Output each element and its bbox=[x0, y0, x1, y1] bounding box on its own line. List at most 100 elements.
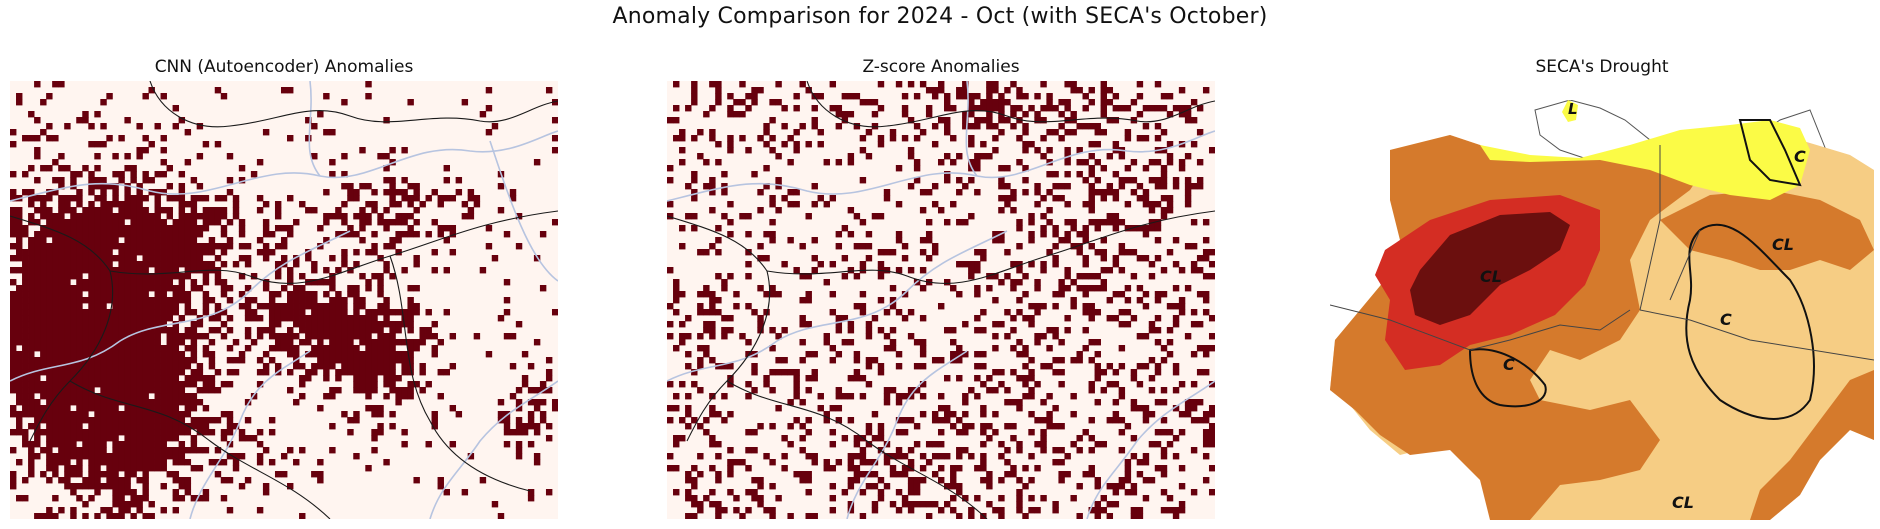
anomaly-cell bbox=[88, 405, 95, 412]
anomaly-cell bbox=[1142, 459, 1150, 466]
anomaly-cell bbox=[1190, 381, 1198, 388]
anomaly-cell bbox=[347, 267, 354, 274]
anomaly-cell bbox=[727, 231, 734, 238]
anomaly-cell bbox=[799, 81, 806, 88]
anomaly-cell bbox=[136, 459, 143, 466]
anomaly-cell bbox=[214, 417, 222, 424]
anomaly-cell bbox=[817, 195, 824, 202]
anomaly-cell bbox=[317, 477, 324, 484]
anomaly-cell bbox=[419, 369, 426, 376]
anomaly-cell bbox=[341, 345, 348, 352]
anomaly-cell bbox=[64, 435, 71, 442]
anomaly-cell bbox=[106, 321, 113, 328]
anomaly-cell bbox=[974, 105, 981, 112]
anomaly-cell bbox=[166, 237, 173, 244]
anomaly-cell bbox=[1088, 381, 1095, 388]
anomaly-cell bbox=[178, 447, 186, 454]
anomaly-cell bbox=[1178, 483, 1186, 490]
anomaly-cell bbox=[1100, 195, 1107, 202]
seca-map-canvas: L C CL CL C C CL bbox=[1330, 100, 1874, 520]
anomaly-cell bbox=[196, 261, 204, 268]
anomaly-cell bbox=[1124, 135, 1132, 142]
anomaly-cell bbox=[70, 489, 77, 496]
anomaly-cell bbox=[715, 471, 722, 478]
anomaly-cell bbox=[1052, 243, 1059, 250]
anomaly-cell bbox=[142, 309, 149, 316]
anomaly-cell bbox=[10, 471, 17, 478]
anomaly-cell bbox=[503, 423, 511, 430]
anomaly-cell bbox=[34, 417, 41, 424]
anomaly-cell bbox=[805, 213, 812, 220]
anomaly-cell bbox=[389, 369, 396, 376]
anomaly-cell bbox=[130, 243, 137, 250]
anomaly-cell bbox=[919, 411, 927, 418]
anomaly-cell bbox=[76, 195, 83, 202]
anomaly-cell bbox=[256, 357, 264, 364]
anomaly-cell bbox=[232, 201, 240, 208]
anomaly-cell bbox=[1154, 291, 1162, 298]
anomaly-cell bbox=[40, 273, 47, 280]
anomaly-cell bbox=[172, 447, 180, 454]
anomaly-cell bbox=[1040, 495, 1047, 502]
anomaly-cell bbox=[986, 99, 993, 106]
anomaly-cell bbox=[118, 459, 125, 466]
anomaly-cell bbox=[1064, 231, 1071, 238]
anomaly-cell bbox=[1016, 219, 1023, 226]
anomaly-cell bbox=[968, 99, 975, 106]
anomaly-cell bbox=[94, 321, 101, 328]
anomaly-cell bbox=[901, 255, 909, 262]
anomaly-cell bbox=[94, 375, 101, 382]
anomaly-cell bbox=[100, 417, 107, 424]
anomaly-cell bbox=[944, 99, 951, 106]
anomaly-cell bbox=[913, 123, 921, 130]
anomaly-cell bbox=[70, 291, 77, 298]
anomaly-cell bbox=[112, 255, 119, 262]
anomaly-cell bbox=[383, 261, 390, 268]
anomaly-cell bbox=[691, 483, 698, 490]
anomaly-cell bbox=[238, 483, 246, 490]
anomaly-cell bbox=[160, 135, 167, 142]
anomaly-cell bbox=[901, 93, 909, 100]
anomaly-cell bbox=[1022, 141, 1029, 148]
anomaly-cell bbox=[88, 285, 95, 292]
anomaly-cell bbox=[52, 327, 59, 334]
anomaly-cell bbox=[178, 255, 186, 262]
anomaly-cell bbox=[347, 429, 354, 436]
anomaly-cell bbox=[407, 369, 414, 376]
anomaly-cell bbox=[787, 423, 794, 430]
anomaly-cell bbox=[40, 357, 47, 364]
anomaly-cell bbox=[515, 213, 523, 220]
anomaly-cell bbox=[34, 375, 41, 382]
anomaly-cell bbox=[124, 363, 131, 370]
anomaly-cell bbox=[202, 333, 210, 340]
anomaly-cell bbox=[1046, 411, 1053, 418]
anomaly-cell bbox=[154, 423, 161, 430]
anomaly-cell bbox=[865, 255, 873, 262]
anomaly-cell bbox=[1112, 315, 1120, 322]
anomaly-cell bbox=[220, 243, 228, 250]
anomaly-cell bbox=[178, 183, 186, 190]
anomaly-cell bbox=[449, 225, 457, 232]
anomaly-cell bbox=[1178, 159, 1186, 166]
anomaly-cell bbox=[10, 225, 17, 232]
anomaly-cell bbox=[359, 273, 366, 280]
anomaly-cell bbox=[136, 153, 143, 160]
anomaly-cell bbox=[299, 393, 306, 400]
anomaly-cell bbox=[190, 309, 198, 316]
anomaly-cell bbox=[1004, 99, 1011, 106]
anomaly-cell bbox=[521, 381, 529, 388]
anomaly-cell bbox=[172, 435, 180, 442]
anomaly-cell bbox=[1142, 105, 1150, 112]
anomaly-cell bbox=[811, 453, 818, 460]
anomaly-cell bbox=[974, 249, 981, 256]
anomaly-cell bbox=[1142, 453, 1150, 460]
anomaly-cell bbox=[287, 267, 294, 274]
anomaly-cell bbox=[859, 309, 867, 316]
anomaly-cell bbox=[365, 183, 372, 190]
anomaly-cell bbox=[1130, 375, 1138, 382]
anomaly-cell bbox=[317, 459, 324, 466]
anomaly-cell bbox=[94, 441, 101, 448]
anomaly-cell bbox=[431, 321, 438, 328]
anomaly-cell bbox=[190, 195, 198, 202]
anomaly-cell bbox=[40, 261, 47, 268]
